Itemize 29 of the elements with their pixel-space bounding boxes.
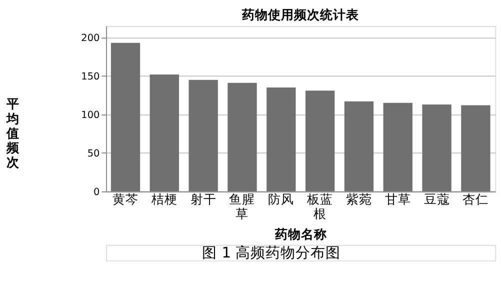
y-tick-label: 0 xyxy=(94,186,100,198)
bar xyxy=(266,88,296,192)
bar xyxy=(461,105,490,192)
x-tick-label: 射干 xyxy=(190,192,216,207)
y-tick-label: 150 xyxy=(81,71,100,82)
x-tick-label: 杏仁 xyxy=(462,192,489,207)
x-tick-label: 板蓝根 xyxy=(306,192,334,222)
y-axis-title: 平均值频次 xyxy=(6,96,21,170)
x-tick-label: 防风 xyxy=(268,192,294,207)
x-tick-label: 甘草 xyxy=(384,192,411,207)
x-tick-label: 豆蔻 xyxy=(424,192,450,207)
x-tick-label: 黄芩 xyxy=(112,192,138,207)
bar xyxy=(422,104,452,192)
x-tick-label: 鱼腥草 xyxy=(229,192,256,222)
y-tick-label: 50 xyxy=(87,148,100,160)
caption: 图 1 高频药物分布图 xyxy=(202,244,341,262)
bar xyxy=(344,101,374,192)
x-tick-label: 紫菀 xyxy=(346,192,372,207)
y-tick-label: 100 xyxy=(81,110,100,121)
x-axis-title: 药物名称 xyxy=(274,226,328,242)
bar xyxy=(110,42,140,192)
bar xyxy=(150,74,179,192)
bar xyxy=(305,90,335,192)
x-tick-label: 桔梗 xyxy=(150,192,178,207)
chart-title: 药物使用频次统计表 xyxy=(241,7,360,22)
y-tick-label: 200 xyxy=(81,32,100,44)
bar xyxy=(188,80,218,192)
bar xyxy=(383,102,412,192)
bar xyxy=(228,82,257,192)
